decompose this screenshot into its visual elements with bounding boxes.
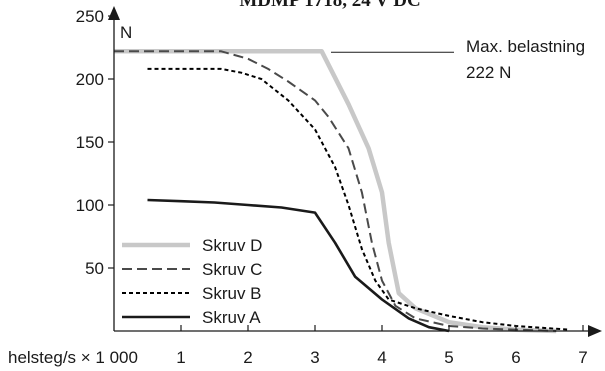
y-axis-arrow	[108, 6, 120, 20]
y-tick-label: 100	[76, 196, 104, 215]
y-tick-label: 250	[76, 7, 104, 26]
x-tick-label: 3	[310, 348, 319, 367]
series-line-skruv-b	[147, 67, 570, 331]
x-tick-label: 2	[243, 348, 252, 367]
x-tick-label: 4	[377, 348, 386, 367]
x-tick-label: 7	[578, 348, 587, 367]
x-tick-label: 5	[444, 348, 453, 367]
y-tick-label: 50	[85, 259, 104, 278]
legend-label: Skruv B	[202, 284, 262, 303]
series-line-skruv-d	[114, 49, 557, 334]
legend-label: Skruv C	[202, 260, 262, 279]
annotation-text: Max. belastning	[466, 37, 585, 56]
y-axis-label: N	[120, 23, 132, 42]
x-axis-arrow	[588, 325, 602, 337]
annotation-text: 222 N	[466, 63, 511, 82]
x-tick-label: 1	[176, 348, 185, 367]
x-tick-label: 6	[511, 348, 520, 367]
y-tick-label: 200	[76, 70, 104, 89]
chart-title: MDMP 1718, 24 V DC	[239, 0, 420, 11]
y-tick-label: 150	[76, 133, 104, 152]
series-line-skruv-c	[114, 50, 557, 332]
legend-label: Skruv D	[202, 236, 262, 255]
legend-label: Skruv A	[202, 308, 261, 327]
x-axis-label: helsteg/s × 1 000	[8, 348, 138, 367]
series-line-skruv-a	[147, 198, 450, 333]
